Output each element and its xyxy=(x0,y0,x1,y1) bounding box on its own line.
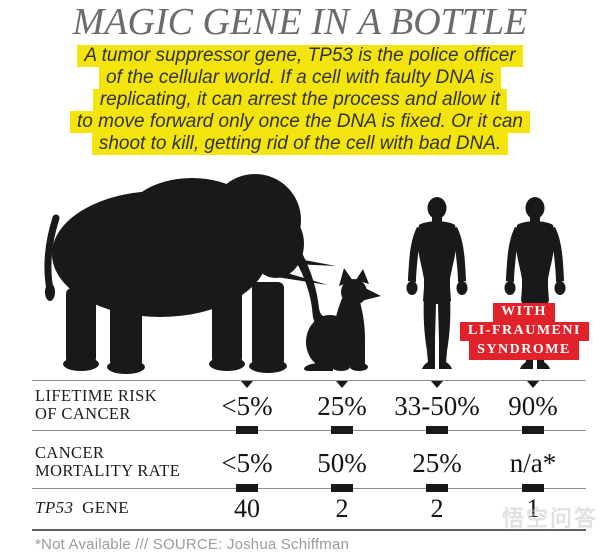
table-rule xyxy=(32,529,586,531)
table-rule xyxy=(32,430,586,431)
table-cell: 1 xyxy=(526,494,540,523)
subtitle-line: replicating, it can arrest the process a… xyxy=(92,89,508,111)
page-title: MAGIC GENE IN A BOTTLE xyxy=(72,1,528,43)
table-rule xyxy=(32,488,586,489)
column-marker-tick xyxy=(426,426,448,434)
column-marker-tick xyxy=(236,484,258,492)
column-marker-triangle xyxy=(336,381,348,388)
subtitle: A tumor suppressor gene, TP53 is the pol… xyxy=(0,45,600,155)
subtitle-line: A tumor suppressor gene, TP53 is the pol… xyxy=(77,45,523,67)
table-cell: 90% xyxy=(508,391,558,421)
table-cell: n/a* xyxy=(509,448,557,478)
column-marker-tick xyxy=(522,426,544,434)
subtitle-line: of the cellular world. If a cell with fa… xyxy=(99,67,501,89)
column-marker-tick xyxy=(236,426,258,434)
row-label-lifetime-risk: LIFETIME RISK OF CANCER xyxy=(35,386,158,423)
column-marker-tick xyxy=(331,484,353,492)
dog-icon xyxy=(304,268,381,371)
column-marker-triangle xyxy=(527,381,539,388)
table-cell: 2 xyxy=(335,494,349,523)
column-marker-triangle xyxy=(431,381,443,388)
column-marker-tick xyxy=(522,484,544,492)
source-note: *Not Available /// SOURCE: Joshua Schiff… xyxy=(35,536,350,553)
table-cell: 40 xyxy=(234,494,260,523)
table-cell: 2 xyxy=(430,494,444,523)
subtitle-line: to move forward only once the DNA is fix… xyxy=(70,111,530,133)
column-marker-triangle xyxy=(241,381,253,388)
column-marker-tick xyxy=(426,484,448,492)
human-icon xyxy=(406,197,468,369)
watermark: 悟空问答 xyxy=(501,506,598,531)
table-cell: 25% xyxy=(412,448,462,478)
badge-line: LI-FRAUMENI xyxy=(460,322,589,341)
table-cell: <5% xyxy=(221,391,273,421)
badge-line: SYNDROME xyxy=(469,341,579,360)
figures-band: WITH LI-FRAUMENI SYNDROME xyxy=(44,174,589,374)
row-label-tp53-gene: TP53 GENE xyxy=(35,498,130,517)
table-rule xyxy=(32,380,586,381)
table-cell: 50% xyxy=(317,448,367,478)
elephant-icon xyxy=(44,174,336,374)
badge-line: WITH xyxy=(493,303,555,322)
column-marker-tick xyxy=(331,426,353,434)
row-label-cancer-mortality: CANCER MORTALITY RATE xyxy=(35,443,181,480)
subtitle-line: shoot to kill, getting rid of the cell w… xyxy=(91,133,509,155)
table-cell: 25% xyxy=(317,391,367,421)
li-fraumeni-badge: WITH LI-FRAUMENI SYNDROME xyxy=(460,303,589,360)
table-cell: 33-50% xyxy=(394,391,480,421)
table-cell: <5% xyxy=(221,448,273,478)
